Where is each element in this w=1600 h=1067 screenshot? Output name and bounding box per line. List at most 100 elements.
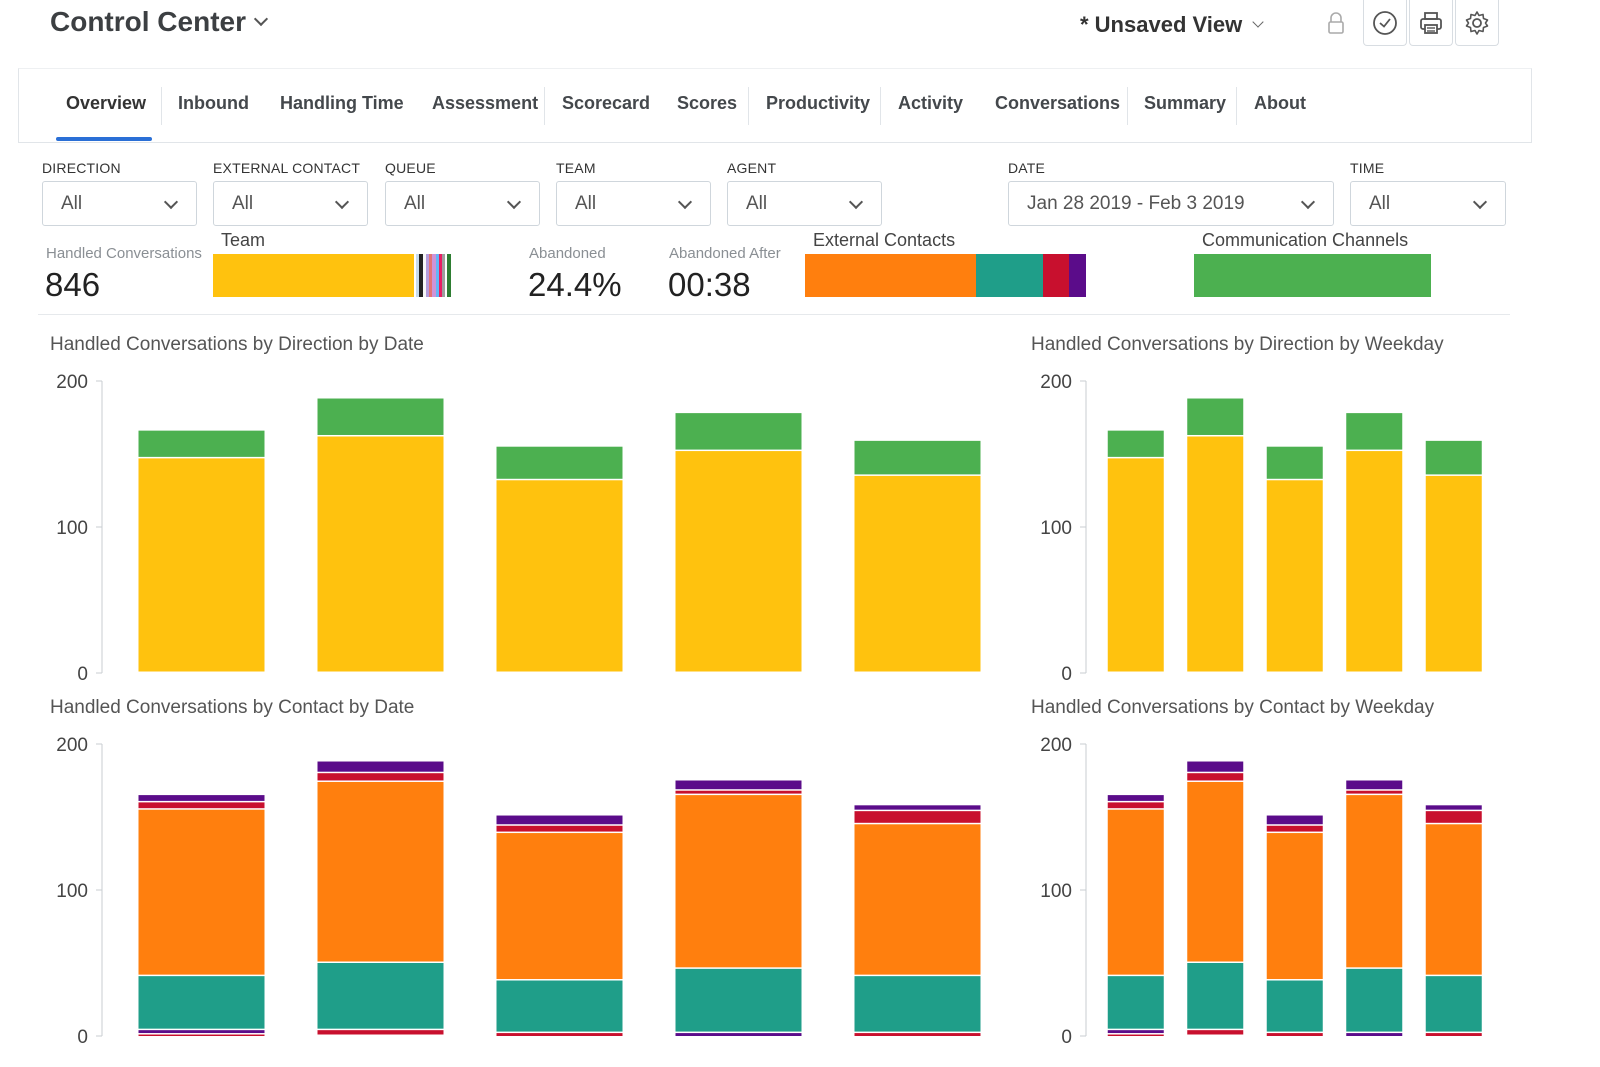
bar-segment-orange[interactable]	[854, 824, 981, 975]
bar-segment-red-bottom[interactable]	[496, 1033, 623, 1036]
bar-segment-purple[interactable]	[138, 795, 265, 801]
team-segment[interactable]	[413, 254, 417, 297]
app-title-dropdown[interactable]: Control Center	[50, 6, 269, 38]
bar-segment-purple[interactable]	[675, 780, 802, 790]
team-segment[interactable]	[435, 254, 439, 297]
tab-handling-time[interactable]: Handling Time	[280, 93, 404, 113]
bar-segment-outbound[interactable]	[1346, 413, 1403, 450]
bar-segment-red[interactable]	[1187, 773, 1244, 781]
team-segment[interactable]	[429, 254, 433, 297]
tab-conversations[interactable]: Conversations	[995, 93, 1121, 113]
tab-activity[interactable]: Activity	[898, 93, 964, 113]
bar-segment-orange[interactable]	[1107, 809, 1164, 975]
bar-segment-purple[interactable]	[1425, 805, 1482, 810]
bar-segment-outbound[interactable]	[675, 413, 802, 450]
bar-segment-purple-bottom[interactable]	[1346, 1033, 1403, 1036]
bar-segment-outbound[interactable]	[496, 446, 623, 479]
bar-segment-orange[interactable]	[138, 809, 265, 975]
view-selector[interactable]: * Unsaved View	[1080, 12, 1264, 38]
bar-segment-red[interactable]	[496, 825, 623, 832]
print-button[interactable]	[1409, 0, 1453, 46]
team-segment[interactable]	[447, 254, 451, 297]
team-segment[interactable]	[423, 254, 426, 297]
bar-segment-inbound[interactable]	[675, 451, 802, 672]
bar-segment-inbound[interactable]	[138, 458, 265, 672]
bar-segment-inbound[interactable]	[854, 475, 981, 672]
team-distribution-bar[interactable]	[213, 254, 451, 297]
bar-segment-inbound[interactable]	[1266, 480, 1323, 672]
bar-segment-orange[interactable]	[1425, 824, 1482, 975]
bar-segment-teal[interactable]	[1107, 976, 1164, 1029]
bar-segment-red-bottom[interactable]	[854, 1033, 981, 1036]
bar-segment-red[interactable]	[317, 773, 444, 781]
date-range-select[interactable]: Jan 28 2019 - Feb 3 2019	[1008, 181, 1334, 226]
external-contacts-bar[interactable]	[805, 254, 1095, 297]
team-select[interactable]: All	[556, 181, 711, 226]
bar-segment-orange[interactable]	[1346, 795, 1403, 968]
external-contact-segment[interactable]	[805, 254, 977, 297]
team-segment[interactable]	[419, 254, 424, 297]
team-segment[interactable]	[438, 254, 442, 297]
bar-segment-outbound[interactable]	[1425, 440, 1482, 475]
tab-inbound[interactable]: Inbound	[178, 93, 249, 113]
team-segment[interactable]	[444, 254, 448, 297]
team-segment[interactable]	[213, 254, 414, 297]
team-segment[interactable]	[416, 254, 420, 297]
bar-segment-teal[interactable]	[1266, 980, 1323, 1032]
bar-segment-red-bottom[interactable]	[1187, 1030, 1244, 1035]
bar-segment-orange[interactable]	[1266, 833, 1323, 980]
channel-segment[interactable]	[1194, 254, 1431, 297]
tab-summary[interactable]: Summary	[1144, 93, 1227, 113]
bar-segment-inbound[interactable]	[1425, 475, 1482, 672]
bar-segment-teal[interactable]	[1346, 968, 1403, 1032]
bar-segment-purple[interactable]	[1346, 780, 1403, 790]
team-segment[interactable]	[425, 254, 430, 297]
queue-select[interactable]: All	[385, 181, 540, 226]
tab-scorecard[interactable]: Scorecard	[562, 93, 651, 113]
bar-segment-red[interactable]	[675, 790, 802, 794]
lock-icon[interactable]	[1322, 10, 1350, 38]
bar-segment-outbound[interactable]	[1107, 430, 1164, 457]
team-segment[interactable]	[441, 254, 445, 297]
bar-segment-red[interactable]	[1107, 802, 1164, 809]
bar-segment-red[interactable]	[1346, 790, 1403, 794]
bar-segment-inbound[interactable]	[1346, 451, 1403, 672]
agent-select[interactable]: All	[727, 181, 882, 226]
external-contact-segment[interactable]	[976, 254, 1043, 297]
bar-segment-inbound[interactable]	[317, 436, 444, 672]
bar-segment-purple-bottom[interactable]	[1107, 1030, 1164, 1034]
bar-segment-purple[interactable]	[1187, 761, 1244, 772]
bar-segment-teal[interactable]	[854, 976, 981, 1032]
bar-segment-red[interactable]	[1266, 825, 1323, 832]
bar-segment-red-bottom[interactable]	[1107, 1034, 1164, 1036]
bar-segment-purple[interactable]	[317, 761, 444, 772]
bar-segment-purple[interactable]	[854, 805, 981, 810]
bar-segment-inbound[interactable]	[1187, 436, 1244, 672]
bar-segment-teal[interactable]	[675, 968, 802, 1032]
external-contact-segment[interactable]	[1086, 254, 1095, 297]
bar-segment-orange[interactable]	[496, 833, 623, 980]
bar-segment-red-bottom[interactable]	[138, 1034, 265, 1036]
bar-segment-purple-bottom[interactable]	[675, 1033, 802, 1036]
bar-segment-red[interactable]	[138, 802, 265, 809]
bar-segment-outbound[interactable]	[138, 430, 265, 457]
bar-segment-outbound[interactable]	[1266, 446, 1323, 479]
bar-segment-red-bottom[interactable]	[317, 1030, 444, 1035]
bar-segment-outbound[interactable]	[854, 440, 981, 475]
bar-segment-orange[interactable]	[1187, 781, 1244, 962]
refresh-timer-button[interactable]	[1363, 0, 1407, 46]
team-segment[interactable]	[432, 254, 436, 297]
external-contact-segment[interactable]	[1068, 254, 1087, 297]
tab-scores[interactable]: Scores	[677, 93, 738, 113]
bar-segment-outbound[interactable]	[1187, 398, 1244, 435]
bar-segment-inbound[interactable]	[1107, 458, 1164, 672]
bar-segment-orange[interactable]	[317, 781, 444, 962]
tab-assessment[interactable]: Assessment	[432, 93, 539, 113]
bar-segment-purple[interactable]	[1107, 795, 1164, 801]
bar-segment-teal[interactable]	[138, 976, 265, 1029]
external-contact-select[interactable]: All	[213, 181, 368, 226]
bar-segment-purple-bottom[interactable]	[138, 1030, 265, 1034]
bar-segment-red[interactable]	[1425, 811, 1482, 823]
direction-select[interactable]: All	[42, 181, 197, 226]
bar-segment-teal[interactable]	[496, 980, 623, 1032]
